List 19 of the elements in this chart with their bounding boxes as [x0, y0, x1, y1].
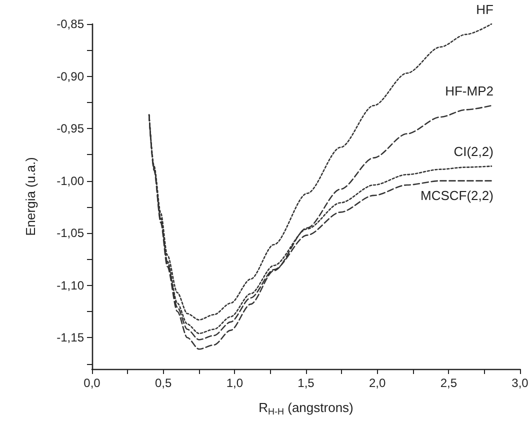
series-label: HF-MP2: [445, 84, 494, 99]
y-axis-title: Energia (u.a.): [23, 157, 38, 236]
x-tick-label: 0,5: [154, 376, 172, 390]
x-tick-label: 1,0: [226, 376, 244, 390]
y-tick-label: -1,00: [56, 174, 84, 188]
y-tick-label: -1,15: [56, 330, 84, 345]
y-tick-label: -0,85: [56, 17, 84, 31]
y-tick-label: -1,10: [56, 278, 84, 292]
x-tick-label: 2,0: [368, 376, 386, 390]
x-tick-label: 3,0: [512, 376, 529, 390]
x-tick-label: 0,0: [84, 376, 101, 390]
y-tick-label: -1,05: [56, 226, 84, 240]
series-label: MCSCF(2,2): [420, 188, 494, 203]
series-label: HF: [476, 2, 494, 17]
x-tick-label: 2,5: [440, 376, 458, 390]
series-label: CI(2,2): [454, 144, 494, 160]
y-tick-label: -0,95: [56, 122, 84, 136]
y-tick-label: -0,90: [56, 69, 84, 84]
x-tick-label: 1,5: [298, 376, 315, 390]
